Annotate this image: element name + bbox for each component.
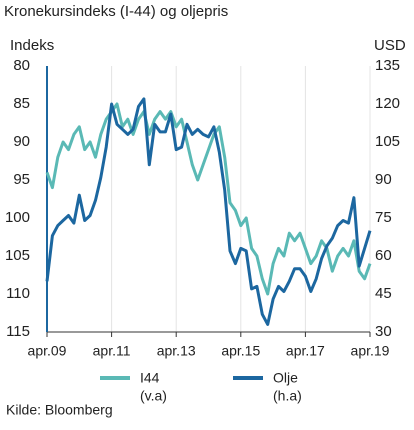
y-tick-label: 85 [13, 95, 30, 112]
y-tick-label: 95 [13, 171, 30, 188]
y2-tick-label: 120 [375, 95, 400, 112]
y2-tick-label: 75 [375, 209, 392, 226]
series-line [45, 97, 372, 326]
x-tick-label: apr.13 [157, 343, 196, 359]
legend-note: (h.a) [273, 388, 302, 404]
legend-note: (v.a) [140, 388, 167, 404]
y-tick-label: 115 [6, 323, 30, 340]
y2-axis-title: USD [374, 37, 406, 54]
legend-label: Olje [273, 370, 298, 386]
source: Kilde: Bloomberg [6, 402, 113, 418]
y2-tick-label: 45 [375, 285, 392, 302]
y2-tick-label: 90 [375, 171, 392, 188]
chart-title: Kronekursindeks (I-44) og oljepris [4, 3, 228, 20]
x-tick-label: apr.09 [28, 343, 67, 359]
x-tick-label: apr.11 [93, 343, 131, 359]
series-line [45, 102, 372, 296]
y2-tick-label: 135 [375, 57, 400, 74]
y-tick-label: 105 [5, 247, 30, 264]
x-tick-label: apr.17 [286, 343, 325, 359]
y-axis-title: Indeks [10, 37, 54, 54]
x-tick-label: apr.15 [221, 343, 260, 359]
y-tick-label: 90 [13, 133, 30, 150]
y-tick-label: 100 [5, 209, 30, 226]
legend-label: I44 [140, 370, 160, 386]
y2-tick-label: 30 [375, 323, 392, 340]
x-tick-label: apr.19 [351, 343, 390, 359]
y-tick-label: 110 [6, 285, 30, 302]
y2-tick-label: 105 [375, 133, 400, 150]
y2-tick-label: 60 [375, 247, 392, 264]
y-tick-label: 80 [13, 57, 30, 74]
